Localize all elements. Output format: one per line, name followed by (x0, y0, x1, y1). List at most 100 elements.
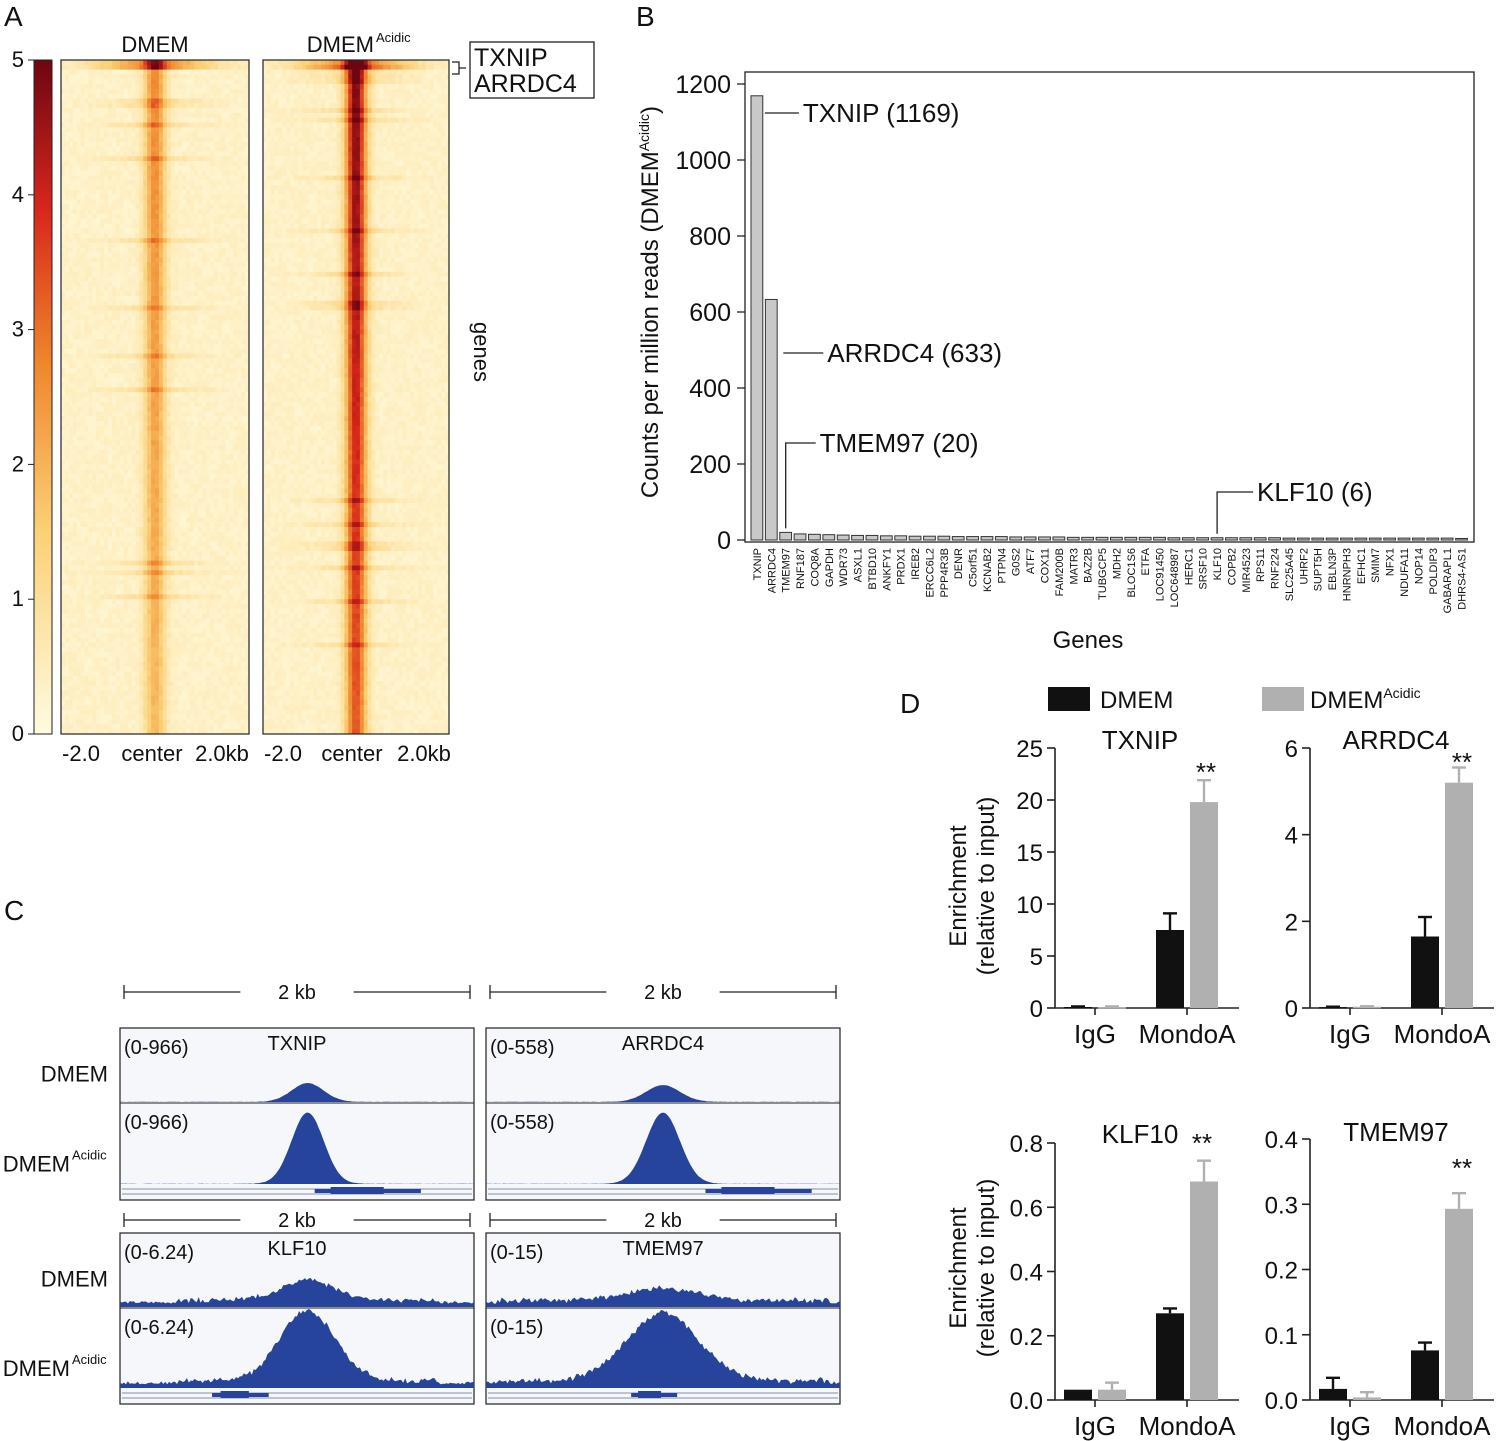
heatmap-cell (69, 479, 73, 484)
heatmap-cell (77, 479, 81, 484)
heatmap-cell (77, 532, 81, 537)
heatmap-cell (167, 484, 171, 489)
heatmap-cell (218, 484, 222, 489)
heatmap-cell (222, 291, 226, 296)
heatmap-cell (81, 248, 85, 253)
heatmap-cell (96, 349, 100, 354)
heatmap-cell (210, 243, 214, 248)
heatmap-cell (190, 378, 194, 383)
heatmap-cell (124, 493, 128, 498)
heatmap-cell (61, 378, 65, 383)
heatmap-cell (226, 243, 230, 248)
heatmap-cell (222, 229, 226, 234)
heatmap-cell (241, 248, 245, 253)
heatmap-cell (182, 397, 186, 402)
heatmap-cell (85, 156, 89, 161)
heatmap-cell (100, 421, 104, 426)
heatmap-cell (73, 493, 77, 498)
heatmap-cell (175, 397, 179, 402)
heatmap-cell (226, 190, 230, 195)
heatmap-cell (167, 436, 171, 441)
heatmap-cell (151, 113, 155, 118)
heatmap-cell (135, 70, 139, 75)
heatmap-cell (104, 402, 108, 407)
heatmap-cell (202, 373, 206, 378)
heatmap-cell (108, 383, 112, 388)
heatmap-cell (167, 281, 171, 286)
heatmap-cell (206, 411, 210, 416)
heatmap-cell (104, 281, 108, 286)
heatmap-cell (135, 147, 139, 152)
heatmap-cell (139, 436, 143, 441)
heatmap-cell (112, 238, 116, 243)
heatmap-cell (88, 127, 92, 132)
heatmap-cell (139, 368, 143, 373)
heatmap-cell (186, 243, 190, 248)
heatmap-cell (81, 339, 85, 344)
heatmap-cell (222, 243, 226, 248)
heatmap-cell (69, 171, 73, 176)
heatmap-cell (194, 325, 198, 330)
heatmap-cell (179, 392, 183, 397)
heatmap-cell (147, 469, 151, 474)
heatmap-cell (202, 383, 206, 388)
heatmap-cell (81, 79, 85, 84)
heatmap-cell (104, 387, 108, 392)
heatmap-cell (65, 176, 69, 181)
heatmap-cell (92, 349, 96, 354)
heatmap-cell (120, 339, 124, 344)
heatmap-cell (92, 460, 96, 465)
heatmap-cell (116, 373, 120, 378)
heatmap-cell (171, 286, 175, 291)
heatmap-cell (159, 281, 163, 286)
heatmap-cell (120, 402, 124, 407)
heatmap-cell (194, 484, 198, 489)
heatmap-cell (175, 484, 179, 489)
heatmap-cell (194, 132, 198, 137)
heatmap-cell (175, 209, 179, 214)
heatmap-cell (132, 522, 136, 527)
heatmap-cell (233, 151, 237, 156)
heatmap-cell (85, 233, 89, 238)
heatmap-cell (206, 358, 210, 363)
heatmap-cell (128, 349, 132, 354)
heatmap-cell (128, 474, 132, 479)
heatmap-cell (73, 151, 77, 156)
heatmap-cell (214, 238, 218, 243)
heatmap-cell (218, 257, 222, 262)
heatmap-cell (182, 484, 186, 489)
heatmap-cell (92, 551, 96, 556)
heatmap-cell (77, 503, 81, 508)
heatmap-cell (139, 445, 143, 450)
heatmap-cell (210, 209, 214, 214)
heatmap-cell (112, 378, 116, 383)
heatmap-cell (73, 118, 77, 123)
heatmap-cell (163, 508, 167, 513)
heatmap-cell (179, 421, 183, 426)
heatmap-cell (202, 378, 206, 383)
heatmap-cell (77, 180, 81, 185)
heatmap-cell (112, 113, 116, 118)
heatmap-cell (194, 320, 198, 325)
heatmap-cell (143, 339, 147, 344)
heatmap-cell (143, 200, 147, 205)
heatmap-cell (171, 368, 175, 373)
heatmap-cell (182, 60, 186, 65)
heatmap-cell (151, 233, 155, 238)
heatmap-cell (210, 411, 214, 416)
heatmap-cell (167, 89, 171, 94)
heatmap-cell (171, 200, 175, 205)
heatmap-cell (226, 541, 230, 546)
heatmap-cell (135, 325, 139, 330)
heatmap-cell (159, 233, 163, 238)
heatmap-cell (182, 267, 186, 272)
heatmap-cell (167, 171, 171, 176)
heatmap-cell (194, 498, 198, 503)
heatmap-cell (155, 200, 159, 205)
heatmap-cell (124, 137, 128, 142)
heatmap-cell (128, 257, 132, 262)
heatmap-cell (167, 286, 171, 291)
heatmap-cell (116, 503, 120, 508)
heatmap-cell (65, 431, 69, 436)
heatmap-cell (100, 147, 104, 152)
